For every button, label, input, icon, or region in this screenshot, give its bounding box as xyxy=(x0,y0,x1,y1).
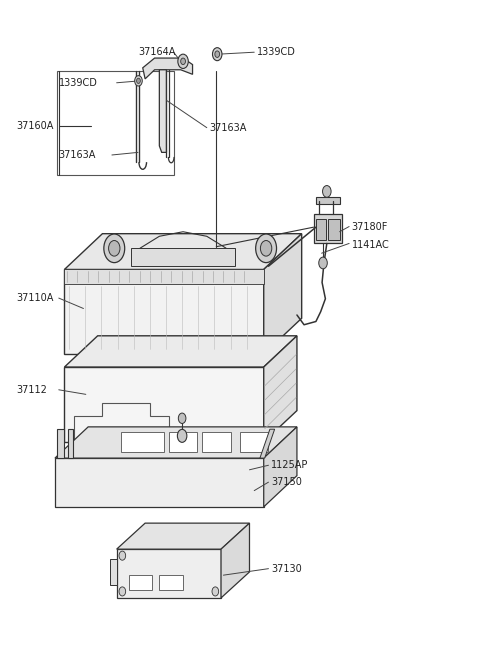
Polygon shape xyxy=(159,70,167,152)
Polygon shape xyxy=(109,559,117,585)
Polygon shape xyxy=(108,237,120,249)
Text: 1339CD: 1339CD xyxy=(59,78,97,88)
Circle shape xyxy=(104,234,125,262)
Bar xyxy=(57,71,174,175)
Polygon shape xyxy=(264,336,297,442)
Text: 37112: 37112 xyxy=(16,385,47,395)
Polygon shape xyxy=(264,427,297,507)
Circle shape xyxy=(212,587,219,596)
Text: 37180F: 37180F xyxy=(351,222,388,232)
Circle shape xyxy=(179,413,186,424)
Circle shape xyxy=(178,54,188,68)
Polygon shape xyxy=(131,248,235,266)
Polygon shape xyxy=(117,549,221,598)
Polygon shape xyxy=(68,429,73,458)
Polygon shape xyxy=(121,432,164,452)
Circle shape xyxy=(323,186,331,197)
Circle shape xyxy=(178,429,187,442)
Polygon shape xyxy=(74,403,169,442)
Text: 37160A: 37160A xyxy=(16,121,53,131)
Polygon shape xyxy=(159,575,183,590)
Polygon shape xyxy=(260,429,275,458)
Circle shape xyxy=(261,241,272,256)
Circle shape xyxy=(108,241,120,256)
Polygon shape xyxy=(328,218,340,240)
Circle shape xyxy=(137,78,140,83)
Polygon shape xyxy=(55,427,297,458)
Circle shape xyxy=(119,587,126,596)
Text: 37130: 37130 xyxy=(271,564,301,573)
Polygon shape xyxy=(264,234,301,354)
Circle shape xyxy=(135,75,142,86)
Text: 37163A: 37163A xyxy=(209,123,247,133)
Circle shape xyxy=(319,257,327,269)
Polygon shape xyxy=(129,575,152,590)
Circle shape xyxy=(119,551,126,560)
Text: 37164A: 37164A xyxy=(139,47,176,57)
Polygon shape xyxy=(169,432,197,452)
Text: 1141AC: 1141AC xyxy=(351,239,389,250)
Circle shape xyxy=(215,51,219,58)
Polygon shape xyxy=(143,58,192,79)
Text: 37163A: 37163A xyxy=(59,150,96,160)
Text: 1339CD: 1339CD xyxy=(257,47,296,57)
Circle shape xyxy=(213,48,222,60)
Polygon shape xyxy=(261,237,272,249)
Text: 1125AP: 1125AP xyxy=(271,461,308,470)
Polygon shape xyxy=(64,234,301,270)
Polygon shape xyxy=(221,523,250,598)
Polygon shape xyxy=(117,523,250,549)
Polygon shape xyxy=(316,218,326,240)
Polygon shape xyxy=(240,432,268,452)
Circle shape xyxy=(180,58,185,64)
Polygon shape xyxy=(64,367,264,442)
Polygon shape xyxy=(57,429,63,458)
Polygon shape xyxy=(64,270,264,354)
Polygon shape xyxy=(55,458,264,507)
Polygon shape xyxy=(202,432,230,452)
Text: 37110A: 37110A xyxy=(16,293,53,303)
Polygon shape xyxy=(64,270,264,284)
Text: 37150: 37150 xyxy=(271,477,302,487)
Circle shape xyxy=(256,234,276,262)
Polygon shape xyxy=(313,214,342,243)
Polygon shape xyxy=(64,336,297,367)
Polygon shape xyxy=(316,197,340,205)
